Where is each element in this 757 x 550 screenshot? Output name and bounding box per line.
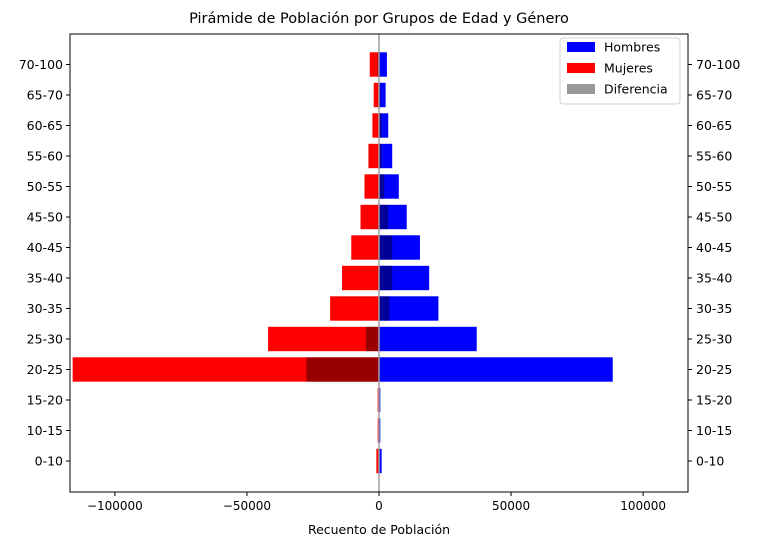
y-tick-label-left: 20-25	[27, 362, 63, 377]
y-tick-label-right: 50-55	[696, 179, 732, 194]
bar-mujeres-35-40	[342, 266, 379, 290]
bar-mujeres-50-55	[364, 174, 379, 198]
y-tick-label-left: 25-30	[27, 332, 63, 347]
bar-diferencia-50-55	[379, 174, 384, 198]
bar-diferencia-45-50	[379, 205, 388, 229]
y-tick-label-right: 55-60	[696, 149, 732, 164]
y-tick-label-left: 65-70	[27, 88, 63, 103]
y-tick-label-left: 60-65	[27, 118, 63, 133]
bar-diferencia-30-35	[379, 296, 390, 320]
y-tick-label-right: 45-50	[696, 210, 732, 225]
bar-mujeres-45-50	[361, 205, 379, 229]
legend-label-hombres: Hombres	[604, 40, 660, 55]
bar-mujeres-55-60	[368, 144, 379, 168]
bars-layer	[73, 52, 613, 473]
y-tick-label-left: 30-35	[27, 301, 63, 316]
bar-hombres-25-30	[379, 327, 477, 351]
y-tick-label-right: 0-10	[696, 454, 724, 469]
y-tick-label-right: 25-30	[696, 332, 732, 347]
bar-hombres-20-25	[379, 357, 613, 381]
y-tick-label-right: 15-20	[696, 393, 732, 408]
y-tick-label-left: 50-55	[27, 179, 63, 194]
bar-mujeres-60-65	[372, 113, 379, 137]
y-tick-label-right: 60-65	[696, 118, 732, 133]
bar-diferencia-40-45	[379, 235, 392, 259]
legend-swatch-mujeres	[567, 63, 595, 73]
y-tick-label-right: 30-35	[696, 301, 732, 316]
bar-hombres-70-100	[379, 52, 387, 76]
chart-title: Pirámide de Población por Grupos de Edad…	[189, 11, 569, 27]
legend-swatch-diferencia	[567, 84, 595, 94]
x-tick-label: 0	[375, 499, 383, 513]
x-tick-label: 50000	[492, 499, 530, 513]
y-tick-label-left: 15-20	[27, 393, 63, 408]
y-tick-label-right: 65-70	[696, 88, 732, 103]
y-tick-label-right: 10-15	[696, 423, 732, 438]
y-tick-label-right: 40-45	[696, 240, 732, 255]
legend: Hombres Mujeres Diferencia	[560, 38, 680, 104]
bar-mujeres-70-100	[370, 52, 379, 76]
bar-mujeres-65-70	[374, 83, 379, 107]
legend-swatch-hombres	[567, 42, 595, 52]
y-tick-label-left: 0-10	[35, 454, 63, 469]
y-tick-label-left: 35-40	[27, 271, 63, 286]
axes-layer: −100000 −50000 0 50000 100000 0-10 0-10 10-15 10…	[19, 34, 741, 513]
y-tick-label-left: 55-60	[27, 149, 63, 164]
x-tick-label: −100000	[87, 499, 143, 513]
bar-diferencia-35-40	[379, 266, 392, 290]
x-axis-label: Recuento de Población	[308, 522, 450, 537]
bar-diferencia-20-25	[306, 357, 379, 381]
y-tick-label-left: 10-15	[27, 423, 63, 438]
y-tick-label-left: 70-100	[19, 57, 63, 72]
x-tick-label: 100000	[620, 499, 666, 513]
y-tick-label-right: 70-100	[696, 57, 740, 72]
y-tick-label-left: 45-50	[27, 210, 63, 225]
y-tick-label-right: 20-25	[696, 362, 732, 377]
bar-mujeres-40-45	[351, 235, 379, 259]
y-tick-label-left: 40-45	[27, 240, 63, 255]
x-tick-label: −50000	[223, 499, 271, 513]
legend-label-mujeres: Mujeres	[604, 61, 653, 76]
legend-label-diferencia: Diferencia	[604, 82, 668, 97]
bar-diferencia-25-30	[366, 327, 379, 351]
bar-mujeres-25-30	[268, 327, 379, 351]
bar-mujeres-30-35	[330, 296, 379, 320]
y-tick-label-right: 35-40	[696, 271, 732, 286]
